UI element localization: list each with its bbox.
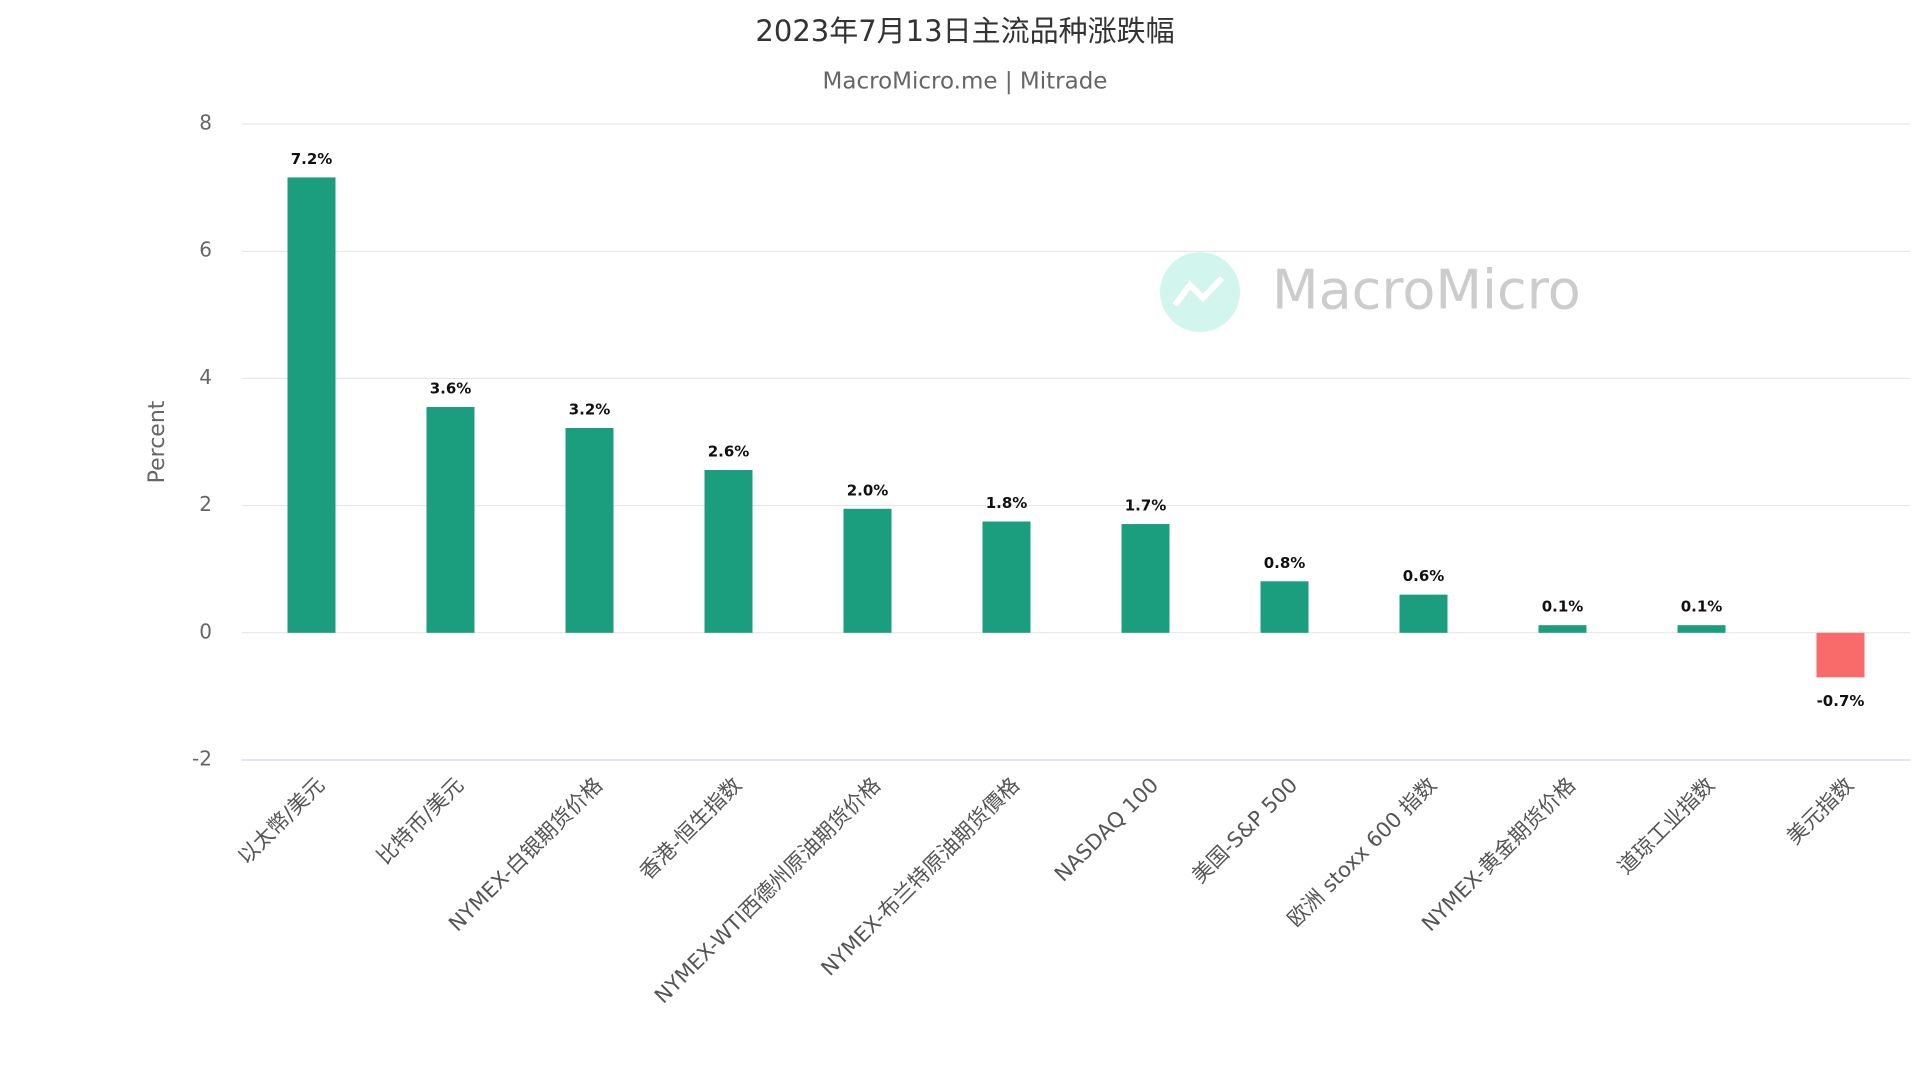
- watermark-logo: [1160, 252, 1240, 332]
- x-tick-label: 香港-恒生指数: [635, 773, 746, 884]
- chart-title: 2023年7月13日主流品种涨跌幅: [755, 14, 1174, 48]
- data-label: 3.6%: [430, 380, 472, 398]
- x-tick-label: 以太幣/美元: [233, 773, 329, 869]
- bar: [1399, 594, 1448, 633]
- bar: [704, 469, 753, 633]
- data-label: -0.7%: [1817, 692, 1865, 710]
- bar: [1538, 625, 1587, 633]
- bar: [1677, 625, 1726, 633]
- x-tick-label: 欧洲 stoxx 600 指数: [1283, 773, 1442, 932]
- data-label: 1.7%: [1125, 497, 1167, 515]
- bar: [1260, 581, 1309, 633]
- bar: [565, 428, 614, 633]
- y-tick-label: 0: [199, 619, 212, 643]
- x-tick-label: NASDAQ 100: [1050, 773, 1163, 886]
- y-axis-label: Percent: [145, 400, 170, 483]
- x-tick-label: NYMEX-WTI西德州原油期货价格: [650, 773, 885, 1008]
- y-tick-label: 2: [199, 492, 212, 516]
- data-label: 0.6%: [1403, 567, 1445, 585]
- x-tick-label: NYMEX-黄金期货价格: [1417, 773, 1580, 936]
- y-tick-label: 6: [199, 238, 212, 262]
- x-tick-label: 道琼工业指数: [1613, 773, 1719, 879]
- bar: [843, 508, 892, 633]
- data-label: 2.0%: [847, 481, 889, 499]
- bar: [287, 177, 336, 633]
- bar: [1816, 632, 1865, 678]
- x-tick-label: NYMEX-白银期货价格: [444, 773, 607, 936]
- x-tick-label: 美国-S&P 500: [1187, 773, 1302, 888]
- data-label: 7.2%: [291, 150, 333, 168]
- x-tick-label: 美元指数: [1782, 773, 1858, 849]
- bar: [1121, 524, 1170, 633]
- bar: [982, 521, 1031, 633]
- data-label: 3.2%: [569, 401, 611, 419]
- bar: [426, 407, 475, 633]
- data-label: 0.1%: [1542, 598, 1584, 616]
- x-tick-label: 比特币/美元: [372, 773, 468, 869]
- data-label: 0.8%: [1264, 554, 1306, 572]
- data-label: 0.1%: [1681, 598, 1723, 616]
- y-tick-label: -2: [192, 747, 212, 771]
- y-tick-label: 8: [199, 111, 212, 135]
- chart-subtitle: MacroMicro.me | Mitrade: [823, 69, 1108, 95]
- watermark: MacroMicro: [1272, 259, 1581, 322]
- data-label: 1.8%: [986, 494, 1028, 512]
- data-label: 2.6%: [708, 442, 750, 460]
- y-tick-label: 4: [199, 365, 212, 389]
